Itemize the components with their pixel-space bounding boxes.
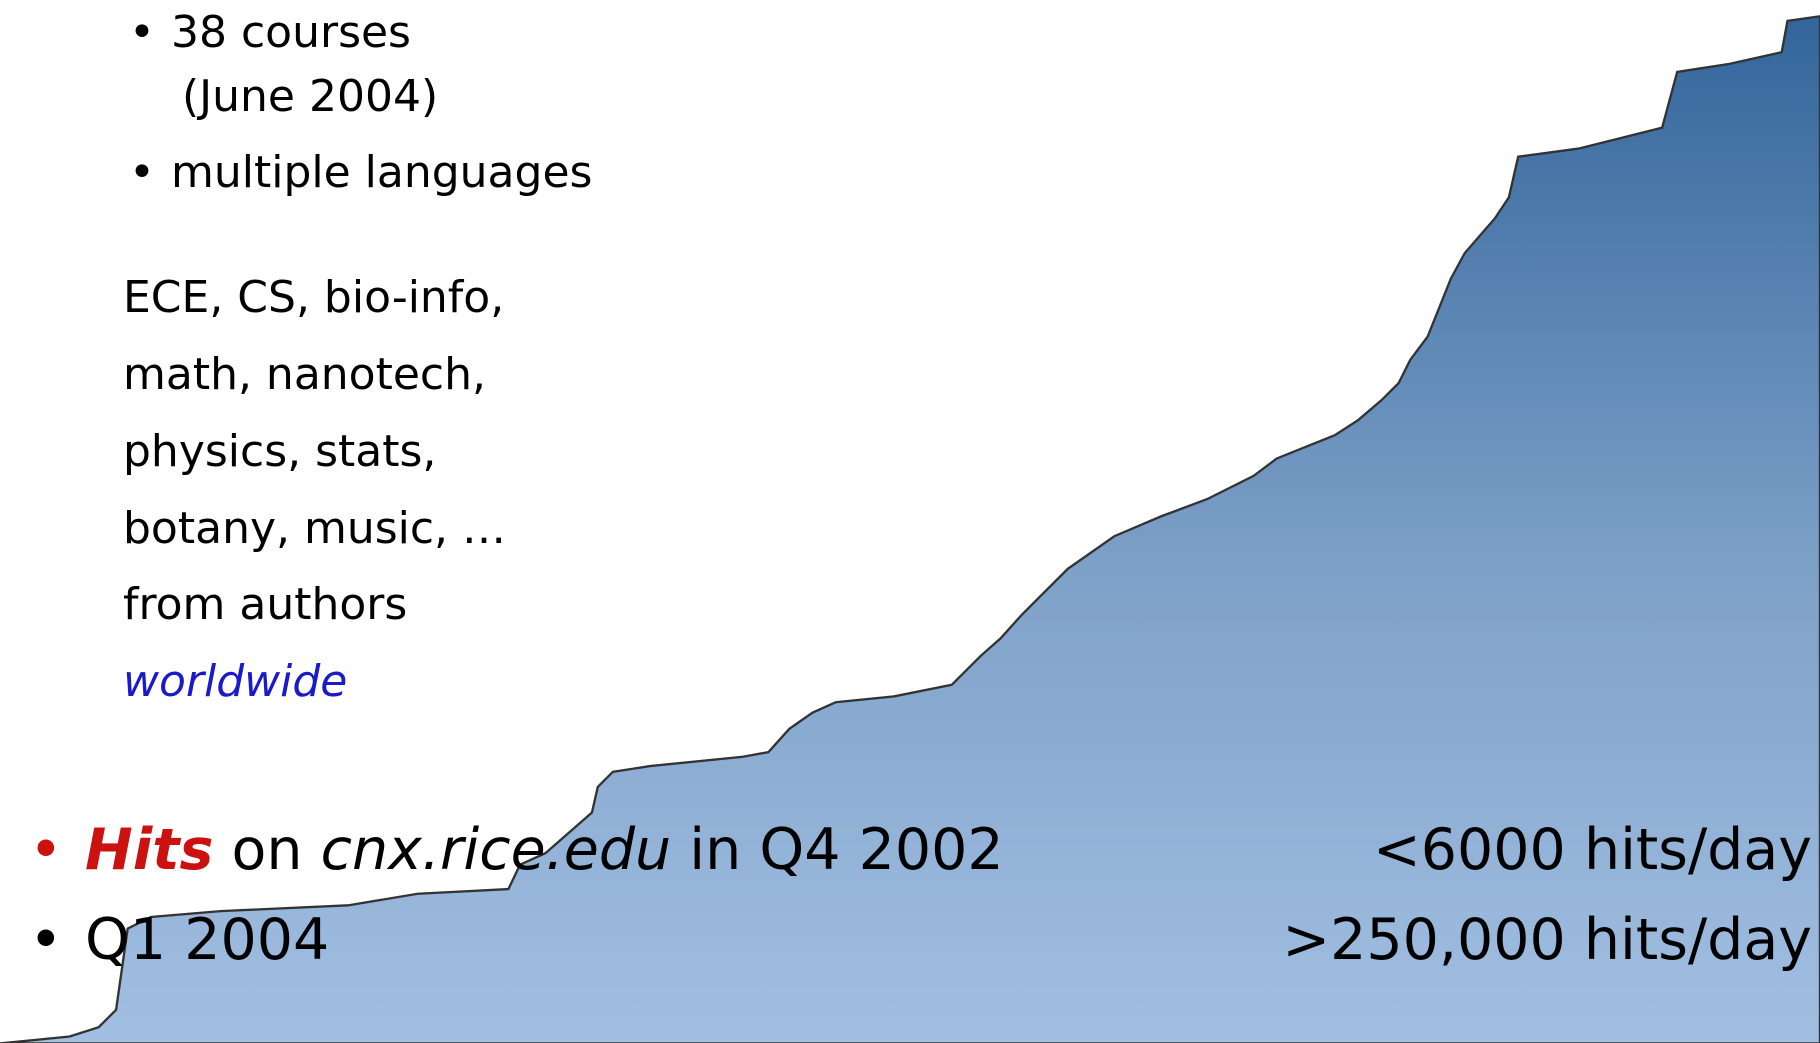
paragraph-highlight: worldwide <box>123 656 348 707</box>
growth-area <box>0 15 1820 1043</box>
paragraph-line: botany, music, … <box>123 503 507 554</box>
stat-emphasis: Hits <box>85 817 214 883</box>
stat-site: cnx.rice.edu <box>320 817 672 883</box>
paragraph-line: ECE, CS, bio-info, <box>123 272 505 323</box>
bullet-text: 38 courses <box>129 11 411 56</box>
bullet-text: multiple languages <box>129 151 592 196</box>
paragraph-line: physics, stats, <box>123 426 437 477</box>
paragraph-line: from authors <box>123 579 408 630</box>
bullet-text: (June 2004) <box>182 71 439 122</box>
stat-text: in Q4 2002 <box>671 817 1004 883</box>
stat-text: on <box>213 817 321 883</box>
stat-text: Q1 2004 <box>85 907 330 973</box>
stat-label: Hits on cnx.rice.edu in Q4 2002 <box>29 822 1004 880</box>
stat-value: >250,000 hits/day <box>1282 907 1812 973</box>
stat-value: <6000 hits/day <box>1373 817 1812 883</box>
paragraph-line: math, nanotech, <box>123 349 486 400</box>
stat-label: Q1 2004 <box>29 912 329 970</box>
